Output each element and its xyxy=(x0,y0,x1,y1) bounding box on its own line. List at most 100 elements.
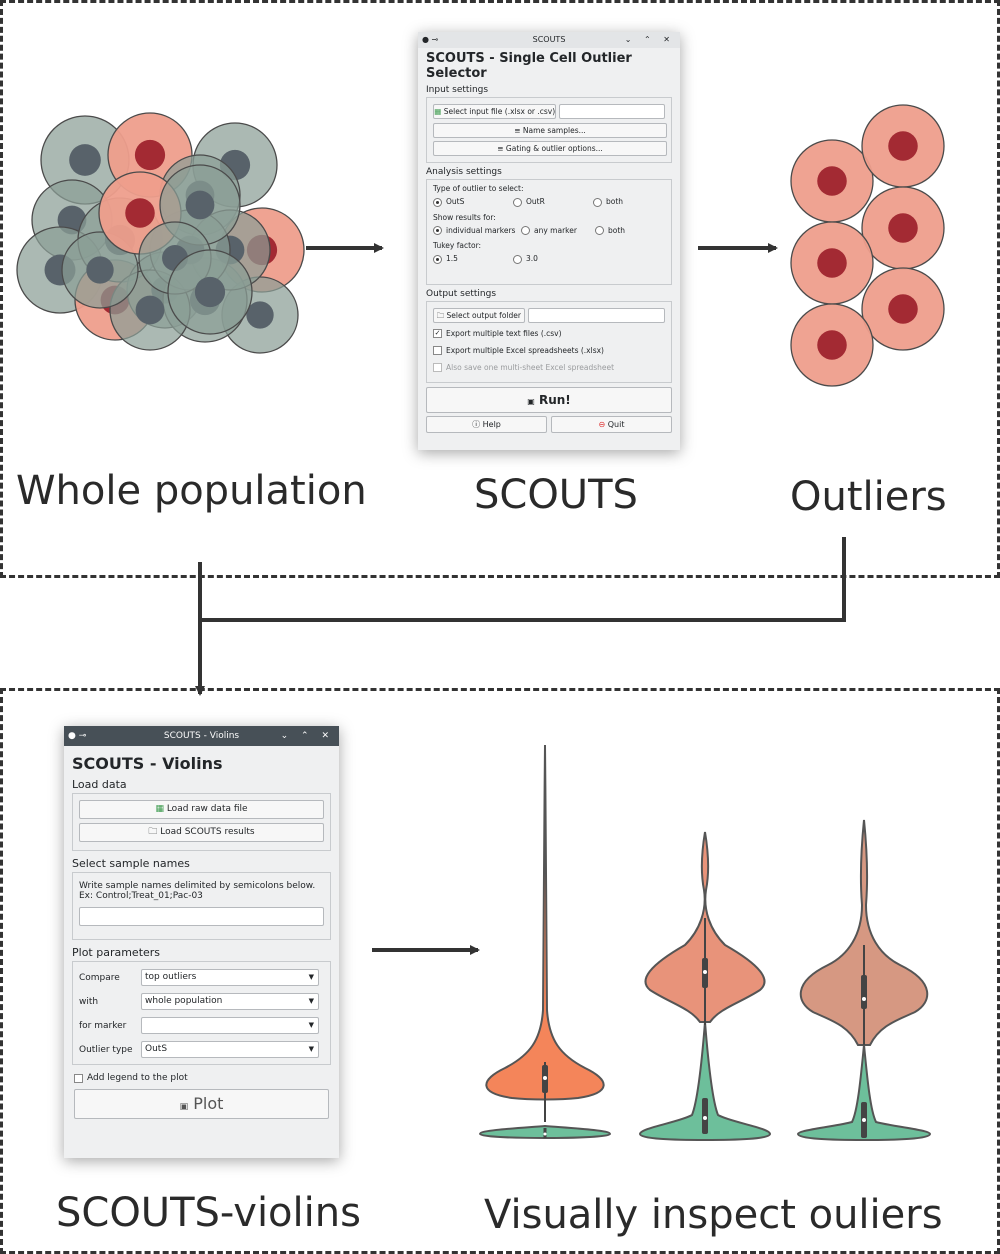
load-raw-data-label: Load raw data file xyxy=(166,804,248,814)
plot-parameters-header: Plot parameters xyxy=(72,946,161,959)
radio-tukey-1-5-dot xyxy=(433,254,442,264)
marker-select[interactable]: ▼ xyxy=(141,1017,319,1034)
with-select[interactable]: whole population ▼ xyxy=(141,993,319,1010)
load-data-group: ▦ Load raw data file 🗀 Load SCOUTS resul… xyxy=(72,793,331,851)
violin-1 xyxy=(478,744,612,1140)
radio-tukey-1-5[interactable]: 1.5 xyxy=(433,254,513,264)
add-legend-check xyxy=(74,1073,83,1083)
caption-scouts-violins: SCOUTS-violins xyxy=(56,1190,361,1236)
select-output-folder-label: Select output folder xyxy=(446,310,521,320)
violin-3-population xyxy=(796,1044,932,1142)
violins-window-title: SCOUTS - Violins xyxy=(163,731,240,741)
export-xlsx-label: Export multiple Excel spreadsheets (.xls… xyxy=(446,346,604,355)
radio-show-both[interactable]: both xyxy=(595,225,626,235)
also-save-label: Also save one multi-sheet Excel spreadsh… xyxy=(446,363,615,372)
input-settings-group: ▦ Select input file (.xlsx or .csv) ≡ Na… xyxy=(426,97,672,163)
load-scouts-results-label: Load SCOUTS results xyxy=(160,827,255,837)
folder-icon: 🗀 xyxy=(148,827,158,837)
sample-names-input[interactable] xyxy=(79,907,324,926)
show-results-label: Show results for: xyxy=(433,212,496,222)
outlier-type-value: OutS xyxy=(145,1044,168,1054)
input-file-field[interactable] xyxy=(559,103,665,119)
help-label: Help xyxy=(482,420,501,429)
help-button[interactable]: ⓘ Help xyxy=(426,416,547,433)
select-output-folder-button[interactable]: 🗀 Select output folder xyxy=(433,307,525,323)
violin-2-population xyxy=(638,1021,772,1142)
marker-label: for marker xyxy=(79,1020,127,1031)
violin-2 xyxy=(638,831,772,1142)
window-controls-icon[interactable]: ⌄ ⌃ ✕ xyxy=(624,35,675,44)
dropdown-arrow-icon: ▼ xyxy=(308,1045,314,1053)
radio-tukey-3-0-dot xyxy=(513,254,522,264)
outlier-cell-6 xyxy=(790,303,874,387)
outlier-cells xyxy=(790,104,945,387)
sample-names-example: Ex: Control;Treat_01;Pac-03 xyxy=(79,891,203,901)
radio-type-both-label: both xyxy=(606,197,624,206)
window-controls-icon[interactable]: ⌄ ⌃ ✕ xyxy=(280,731,334,741)
caption-visually-inspect: Visually inspect ouliers xyxy=(484,1192,943,1238)
sample-names-hint: Write sample names delimited by semicolo… xyxy=(79,881,316,891)
radio-any-dot xyxy=(521,226,530,235)
caption-scouts: SCOUTS xyxy=(474,472,638,518)
radio-outs[interactable]: OutS xyxy=(433,197,513,207)
radio-outs-dot xyxy=(433,197,442,207)
outlier-cell-3 xyxy=(861,186,945,270)
radio-outr[interactable]: OutR xyxy=(513,197,593,207)
analysis-settings-header: Analysis settings xyxy=(426,167,502,177)
load-raw-data-button[interactable]: ▦ Load raw data file xyxy=(79,800,324,819)
plot-label: Plot xyxy=(193,1094,224,1113)
radio-type-both-dot xyxy=(593,197,602,207)
quit-button[interactable]: ⊖ Quit xyxy=(551,416,672,433)
radio-any-marker[interactable]: any marker xyxy=(521,226,595,235)
scouts-window-title: SCOUTS xyxy=(532,35,566,44)
radio-type-both[interactable]: both xyxy=(593,197,623,207)
with-value: whole population xyxy=(145,996,223,1006)
run-button[interactable]: ▣ Run! xyxy=(426,387,672,413)
caption-outliers: Outliers xyxy=(790,474,947,520)
load-scouts-results-button[interactable]: 🗀 Load SCOUTS results xyxy=(79,823,324,842)
analysis-settings-group: Type of outlier to select: OutS OutR bot… xyxy=(426,179,672,285)
violins-titlebar: ● ⊸ SCOUTS - Violins ⌄ ⌃ ✕ xyxy=(64,726,339,746)
compare-label: Compare xyxy=(79,972,120,983)
select-input-file-button[interactable]: ▦ Select input file (.xlsx or .csv) xyxy=(433,103,557,119)
scouts-app-title: SCOUTS - Single Cell Outlier Selector xyxy=(426,51,632,81)
gating-options-label: Gating & outlier options... xyxy=(505,144,603,153)
add-legend-label: Add legend to the plot xyxy=(87,1073,188,1083)
violin-plot xyxy=(478,744,932,1142)
connector-lines xyxy=(200,537,846,694)
radio-show-both-label: both xyxy=(608,225,626,235)
output-folder-field[interactable] xyxy=(527,307,665,323)
spreadsheet-icon: ▦ xyxy=(434,106,442,116)
export-xlsx-check xyxy=(433,346,442,355)
dropdown-arrow-icon: ▼ xyxy=(308,973,314,981)
scouts-titlebar: ● ⊸ SCOUTS ⌄ ⌃ ✕ xyxy=(418,32,680,48)
whole-population-cells xyxy=(16,112,305,354)
outlier-type-select[interactable]: OutS ▼ xyxy=(141,1041,319,1058)
radio-show-both-dot xyxy=(595,226,604,235)
plot-parameters-group: Compare top outliers ▼ with whole populat… xyxy=(72,961,331,1065)
export-xlsx-checkbox[interactable]: Export multiple Excel spreadsheets (.xls… xyxy=(433,346,665,355)
name-samples-label: Name samples... xyxy=(522,126,586,135)
app-icon: ● ⊸ xyxy=(422,35,439,44)
input-settings-header: Input settings xyxy=(426,85,489,95)
output-settings-group: 🗀 Select output folder ✓ Export multiple … xyxy=(426,301,672,383)
plot-button[interactable]: ▣ Plot xyxy=(74,1089,329,1119)
gating-options-button[interactable]: ≡ Gating & outlier options... xyxy=(433,141,667,156)
compare-value: top outliers xyxy=(145,972,197,982)
also-save-checkbox[interactable]: Also save one multi-sheet Excel spreadsh… xyxy=(433,363,665,372)
export-csv-check: ✓ xyxy=(433,329,442,338)
name-samples-button[interactable]: ≡ Name samples... xyxy=(433,123,667,138)
outlier-type-label: Type of outlier to select: xyxy=(433,184,524,193)
violins-window: ● ⊸ SCOUTS - Violins ⌄ ⌃ ✕ SCOUTS - Viol… xyxy=(64,726,339,1158)
app-icon: ● ⊸ xyxy=(68,731,87,741)
add-legend-checkbox[interactable]: Add legend to the plot xyxy=(74,1073,329,1083)
compare-select[interactable]: top outliers ▼ xyxy=(141,969,319,986)
export-csv-checkbox[interactable]: ✓ Export multiple text files (.csv) xyxy=(433,329,665,338)
export-csv-label: Export multiple text files (.csv) xyxy=(446,329,562,338)
radio-individual-markers[interactable]: individual markers xyxy=(433,226,521,235)
tukey-factor-label: Tukey factor: xyxy=(433,241,482,250)
radio-tukey-3-0[interactable]: 3.0 xyxy=(513,254,538,264)
top-panel xyxy=(0,0,1000,578)
caption-whole-population: Whole population xyxy=(16,468,367,514)
